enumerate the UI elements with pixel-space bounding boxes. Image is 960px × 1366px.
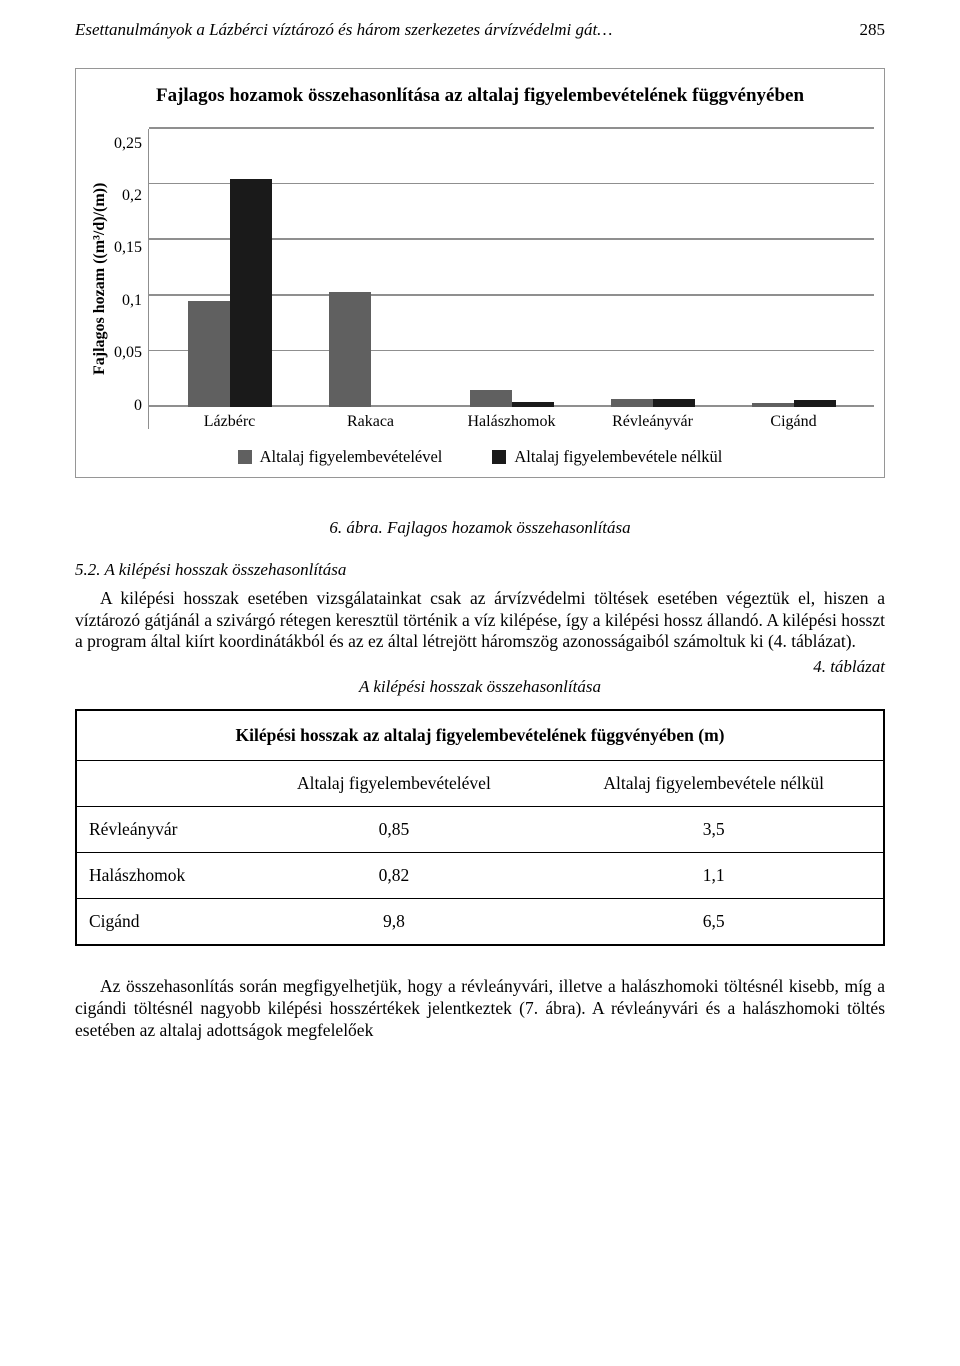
table-number: 4. táblázat: [75, 657, 885, 677]
page-number: 285: [860, 20, 886, 40]
chart-legend: Altalaj figyelembevételével Altalaj figy…: [86, 447, 874, 467]
header-title: Esettanulmányok a Lázbérci víztározó és …: [75, 20, 612, 40]
table-title: A kilépési hosszak összehasonlítása: [75, 677, 885, 697]
table-cell: 0,82: [243, 852, 544, 898]
y-tick: 0,2: [122, 188, 142, 204]
section-heading: 5.2. A kilépési hosszak összehasonlítása: [75, 560, 885, 580]
table-row: Cigánd 9,8 6,5: [77, 898, 883, 944]
table-row: Halászhomok 0,82 1,1: [77, 852, 883, 898]
bar: [611, 399, 653, 407]
table-cell: 0,85: [243, 806, 544, 852]
table-cell: Cigánd: [77, 898, 243, 944]
table-cell: Altalaj figyelembevételével: [243, 760, 544, 806]
legend-label: Altalaj figyelembevétele nélkül: [514, 447, 722, 467]
bar: [188, 301, 230, 407]
x-axis-tick-label: Halászhomok: [441, 413, 582, 431]
bar: [230, 179, 272, 407]
bar-group: [723, 129, 864, 407]
x-axis-tick-label: Cigánd: [723, 413, 864, 431]
y-tick: 0,25: [114, 136, 142, 152]
y-axis-ticks: 0,25 0,2 0,15 0,1 0,05 0: [114, 129, 148, 429]
bar-group: [582, 129, 723, 407]
table-row: Révleányvár 0,85 3,5: [77, 806, 883, 852]
data-table: Kilépési hosszak az altalaj figyelembevé…: [75, 709, 885, 946]
legend-swatch-icon: [492, 450, 506, 464]
legend-swatch-icon: [238, 450, 252, 464]
bar-group: [159, 129, 300, 407]
chart-body: Fajlagos hozam ((m³/d)/(m)) 0,25 0,2 0,1…: [86, 129, 874, 429]
bars-row: [149, 129, 874, 407]
table-cell: 6,5: [544, 898, 883, 944]
y-axis-label: Fajlagos hozam ((m³/d)/(m)): [86, 129, 114, 429]
chart-title: Fajlagos hozamok összehasonlítása az alt…: [86, 84, 874, 109]
table-header-row: Kilépési hosszak az altalaj figyelembevé…: [77, 711, 883, 760]
x-axis-tick-label: Révleányvár: [582, 413, 723, 431]
x-axis-tick-label: Lázbérc: [159, 413, 300, 431]
bar: [512, 402, 554, 406]
bar-group: [441, 129, 582, 407]
bar: [752, 403, 794, 406]
paragraph: A kilépési hosszak esetében vizsgálatain…: [75, 588, 885, 654]
x-axis-tick-label: Rakaca: [300, 413, 441, 431]
figure-caption: 6. ábra. Fajlagos hozamok összehasonlítá…: [75, 518, 885, 538]
table-subheader-row: Altalaj figyelembevételével Altalaj figy…: [77, 760, 883, 806]
bar-group: [300, 129, 441, 407]
y-tick: 0,05: [114, 345, 142, 361]
table-cell: Halászhomok: [77, 852, 243, 898]
y-tick: 0,15: [114, 240, 142, 256]
table-cell: 1,1: [544, 852, 883, 898]
legend-label: Altalaj figyelembevételével: [260, 447, 443, 467]
table-cell: 9,8: [243, 898, 544, 944]
table-cell: [77, 760, 243, 806]
running-header: Esettanulmányok a Lázbérci víztározó és …: [75, 20, 885, 40]
table-cell: Altalaj figyelembevétele nélkül: [544, 760, 883, 806]
plot-area: LázbércRakacaHalászhomokRévleányvárCigán…: [148, 129, 874, 429]
legend-item: Altalaj figyelembevételével: [238, 447, 443, 467]
y-tick: 0: [134, 398, 142, 414]
paragraph: Az összehasonlítás során megfigyelhetjük…: [75, 976, 885, 1042]
x-axis-labels: LázbércRakacaHalászhomokRévleányvárCigán…: [149, 413, 874, 431]
legend-item: Altalaj figyelembevétele nélkül: [492, 447, 722, 467]
bar: [329, 292, 371, 407]
table-cell: Révleányvár: [77, 806, 243, 852]
y-tick: 0,1: [122, 293, 142, 309]
bar: [470, 390, 512, 407]
table-cell: 3,5: [544, 806, 883, 852]
bar: [794, 400, 836, 407]
chart-frame: Fajlagos hozamok összehasonlítása az alt…: [75, 68, 885, 478]
bar: [653, 399, 695, 407]
table-header-span: Kilépési hosszak az altalaj figyelembevé…: [77, 711, 883, 760]
